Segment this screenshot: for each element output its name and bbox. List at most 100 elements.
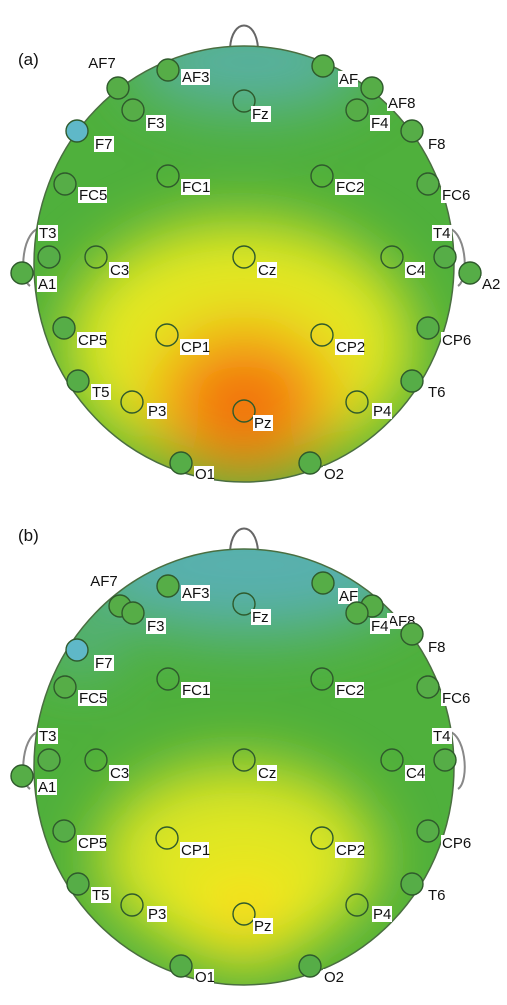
label-background: [370, 115, 390, 131]
label-background: [78, 187, 107, 203]
electrode-a2: A2: [458, 261, 501, 293]
electrode-marker: [155, 323, 179, 347]
electrode-marker: [156, 164, 180, 188]
electrode-marker: [416, 172, 440, 196]
label-background: [405, 262, 425, 278]
label-background: [194, 466, 214, 482]
electrode-marker: [37, 245, 61, 269]
label-background: [181, 179, 210, 195]
electrode-marker: [310, 667, 334, 691]
electrode-f8: F8: [400, 119, 447, 153]
electrode-marker: [37, 748, 61, 772]
electrode-label: FC6: [442, 690, 470, 707]
label-background: [94, 136, 114, 152]
electrode-marker: [458, 261, 482, 285]
label-background: [427, 136, 447, 152]
electrode-label: Cz: [258, 765, 276, 782]
electrode-fc1: FC1: [156, 164, 210, 196]
electrode-label: O1: [195, 969, 215, 986]
electrode-label: CP1: [181, 842, 210, 859]
electrode-label: T4: [433, 728, 451, 745]
electrode-marker: [10, 764, 34, 788]
label-background: [323, 466, 343, 482]
electrode-marker: [53, 675, 77, 699]
label-background: [251, 106, 271, 122]
electrode-marker: [156, 58, 180, 82]
electrode-label: C4: [406, 262, 425, 279]
electrode-af3: AF3: [156, 574, 210, 602]
electrode-marker: [380, 245, 404, 269]
electrode-p4: P4: [345, 390, 392, 420]
label-background: [441, 835, 470, 851]
electrode-o2: O2: [298, 954, 344, 986]
electrode-label: F3: [147, 115, 165, 132]
label-background: [338, 588, 358, 604]
electrode-label: CP5: [78, 835, 107, 852]
label-background: [37, 779, 57, 795]
electrode-fc2: FC2: [310, 164, 364, 196]
electrode-f4: F4: [345, 601, 390, 635]
label-background: [147, 403, 167, 419]
label-background: [146, 115, 166, 131]
label-background: [91, 887, 111, 903]
electrode-fc6: FC6: [416, 675, 470, 707]
electrode-label: FC1: [182, 179, 210, 196]
electrode-label: P4: [373, 906, 391, 923]
electrode-label: T4: [433, 225, 451, 242]
electrode-label: CP2: [336, 842, 365, 859]
electrode-label: P3: [148, 403, 166, 420]
label-background: [109, 765, 129, 781]
electrode-marker: [416, 819, 440, 843]
electrode-marker: [52, 316, 76, 340]
electrode-label: P4: [373, 403, 391, 420]
label-background: [372, 906, 392, 922]
electrode-cp6: CP6: [416, 819, 471, 852]
electrode-o1: O1: [169, 954, 215, 986]
electrode-marker: [310, 826, 334, 850]
electrode-marker: [311, 54, 335, 78]
electrode-marker: [121, 98, 145, 122]
label-background: [109, 262, 129, 278]
label-background: [147, 906, 167, 922]
label-background: [38, 728, 58, 744]
label-background: [432, 225, 452, 241]
electrode-f4: F4: [345, 98, 390, 132]
label-background: [427, 887, 447, 903]
label-background: [405, 765, 425, 781]
electrode-marker: [311, 571, 335, 595]
electrode-cp5: CP5: [52, 316, 107, 349]
electrode-marker: [310, 164, 334, 188]
label-background: [323, 969, 343, 985]
electrode-marker: [121, 601, 145, 625]
electrode-label: T3: [39, 728, 57, 745]
label-background: [146, 618, 166, 634]
label-background: [257, 262, 277, 278]
electrode-label: AF7: [88, 55, 116, 72]
label-background: [335, 179, 364, 195]
electrode-marker: [232, 748, 256, 772]
electrode-cz: Cz: [232, 748, 277, 782]
eeg-topomap-a: AF7 AF3 AF AF8 F7 F3 Fz F4 F8 FC5 FC1 FC2 FC6 T3 A1 C3 C…: [10, 24, 501, 483]
label-background: [441, 332, 470, 348]
label-background: [372, 403, 392, 419]
electrode-label: A2: [482, 276, 500, 293]
label-background: [251, 609, 271, 625]
electrode-o2: O2: [298, 451, 344, 483]
label-background: [257, 765, 277, 781]
electrode-c3: C3: [84, 245, 129, 279]
label-background: [432, 728, 452, 744]
label-background: [441, 187, 470, 203]
electrode-marker: [53, 172, 77, 196]
panel-b-label: (b): [18, 526, 39, 545]
electrode-marker: [156, 667, 180, 691]
electrode-label: T6: [428, 887, 446, 904]
electrode-marker: [400, 119, 424, 143]
electrode-marker: [84, 245, 108, 269]
label-background: [441, 690, 470, 706]
electrode-marker: [232, 902, 256, 926]
electrode-label: C4: [406, 765, 425, 782]
electrode-marker: [66, 872, 90, 896]
electrode-label: CP6: [442, 835, 471, 852]
electrode-label: T5: [92, 887, 110, 904]
electrode-f3: F3: [121, 98, 166, 132]
